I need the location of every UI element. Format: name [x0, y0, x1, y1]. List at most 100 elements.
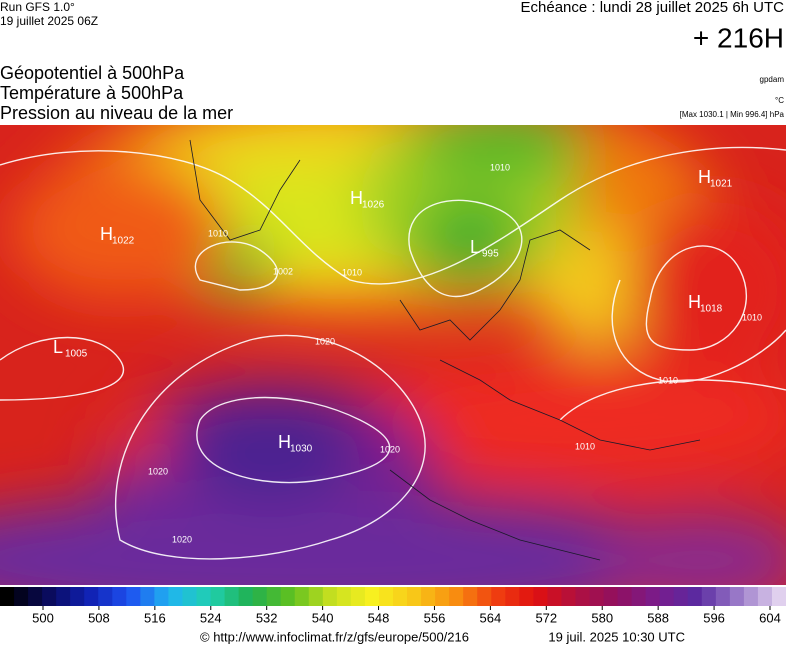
colorbar-tick-label: 572: [535, 610, 557, 625]
colorbar-swatch: [743, 587, 759, 606]
valid-time: Echéance : lundi 28 juillet 2025 6h UTC: [521, 0, 785, 16]
colorbar-swatch: [336, 587, 352, 606]
colorbar-swatch: [645, 587, 661, 606]
colorbar-swatch: [210, 587, 226, 606]
colorbar-swatch: [617, 587, 633, 606]
pressure-center-value: 1021: [710, 179, 733, 190]
colorbar-swatch: [56, 587, 71, 606]
colorbar-tick-label: 524: [200, 610, 222, 625]
colorbar-swatch: [561, 587, 576, 606]
pressure-center-value: 1030: [290, 444, 313, 455]
colorbar-tick-label: 580: [591, 610, 613, 625]
colorbar-swatch: [84, 587, 99, 606]
lead-time: + 216H: [693, 22, 784, 53]
colorbar-tick-label: 556: [424, 610, 446, 625]
isobar-label: 1010: [208, 228, 228, 238]
source-url: © http://www.infoclimat.fr/z/gfs/europe/…: [200, 629, 469, 644]
colorbar-swatch: [196, 587, 212, 606]
colorbar-swatch: [547, 587, 562, 606]
field-title: Température à 500hPa: [0, 83, 184, 103]
isobars: [0, 146, 786, 560]
colorbar-swatch: [407, 587, 422, 606]
isobar-label: 1020: [380, 444, 400, 454]
colorbar-swatch: [140, 587, 155, 606]
colorbar-swatch: [98, 587, 113, 606]
isobar-label: 1020: [315, 336, 335, 346]
issue-time: 19 juil. 2025 10:30 UTC: [548, 629, 685, 644]
colorbar-swatch: [112, 587, 127, 606]
isobar-label: 1020: [172, 534, 192, 544]
colorbar-swatch: [659, 587, 675, 606]
colorbar-swatch: [266, 587, 282, 606]
colorbar-tick-label: 604: [759, 610, 781, 625]
isobar-label: 1020: [148, 466, 168, 476]
colorbar-swatch: [294, 587, 310, 606]
colorbar-swatch: [0, 587, 15, 606]
isobar-label: 1010: [342, 267, 362, 277]
unit-label: °C: [775, 96, 784, 105]
colorbar-swatch: [729, 587, 745, 606]
run-date: 19 juillet 2025 06Z: [0, 14, 98, 28]
colorbar-swatch: [28, 587, 43, 606]
colorbar-swatch: [603, 587, 619, 606]
colorbar-swatch: [322, 587, 338, 606]
isobar-label: 1002: [273, 266, 293, 276]
isobar-label: 1010: [575, 441, 595, 451]
field-title: Géopotentiel à 500hPa: [0, 63, 185, 83]
isobar-label: 1010: [490, 162, 510, 172]
pressure-center-value: 1022: [112, 236, 135, 247]
colorbar-swatch: [393, 587, 408, 606]
colorbar-swatch: [533, 587, 548, 606]
colorbar-swatch: [757, 587, 773, 606]
colorbar-tick-label: 508: [88, 610, 110, 625]
coastlines: [189, 139, 701, 561]
colorbar-tick-label: 548: [368, 610, 390, 625]
colorbar-swatch: [350, 587, 366, 606]
colorbar-swatch: [449, 587, 464, 606]
isobar-label: 1010: [742, 312, 762, 322]
pressure-center-type: H: [698, 167, 711, 187]
colorbar-tick-label: 588: [647, 610, 669, 625]
colorbar-swatch: [168, 587, 183, 606]
colorbar-swatch: [42, 587, 57, 606]
colorbar-swatch: [364, 587, 380, 606]
colorbar-tick-label: 596: [703, 610, 725, 625]
pressure-center-value: 1005: [65, 349, 88, 360]
colorbar-swatch: [631, 587, 647, 606]
colorbar-swatch: [715, 587, 731, 606]
colorbar-swatch: [673, 587, 689, 606]
colorbar-swatch: [126, 587, 141, 606]
colorbar-swatch: [491, 587, 506, 606]
colorbar-tick-label: 500: [32, 610, 54, 625]
unit-label: gpdam: [760, 75, 785, 84]
pressure-center-type: H: [350, 188, 363, 208]
pressure-center-type: H: [278, 432, 291, 452]
pressure-center-type: L: [53, 337, 63, 357]
run-label: Run GFS 1.0°: [0, 0, 75, 14]
unit-label: [Max 1030.1 | Min 996.4] hPa: [680, 110, 785, 119]
colorbar-tick-label: 540: [312, 610, 334, 625]
isobar-label: 1010: [658, 375, 678, 385]
pressure-center-type: H: [100, 224, 113, 244]
colorbar-swatch: [14, 587, 29, 606]
pressure-center-value: 995: [482, 249, 499, 260]
colorbar-swatch: [435, 587, 450, 606]
colorbar-swatch: [224, 587, 240, 606]
pressure-center-value: 1018: [700, 304, 723, 315]
colorbar-tick-label: 532: [256, 610, 278, 625]
colorbar-swatch: [477, 587, 492, 606]
colorbar-swatch: [238, 587, 254, 606]
colorbar-swatch: [701, 587, 717, 606]
colorbar-tick-label: 564: [480, 610, 502, 625]
colorbar-swatch: [154, 587, 169, 606]
colorbar-swatch: [70, 587, 85, 606]
colorbar-swatch: [308, 587, 324, 606]
colorbar-swatch: [589, 587, 605, 606]
colorbar-swatch: [463, 587, 478, 606]
colorbar-swatch: [252, 587, 268, 606]
colorbar-swatch: [771, 587, 786, 606]
pressure-center-value: 1026: [362, 200, 385, 211]
colorbar-swatch: [378, 587, 394, 606]
